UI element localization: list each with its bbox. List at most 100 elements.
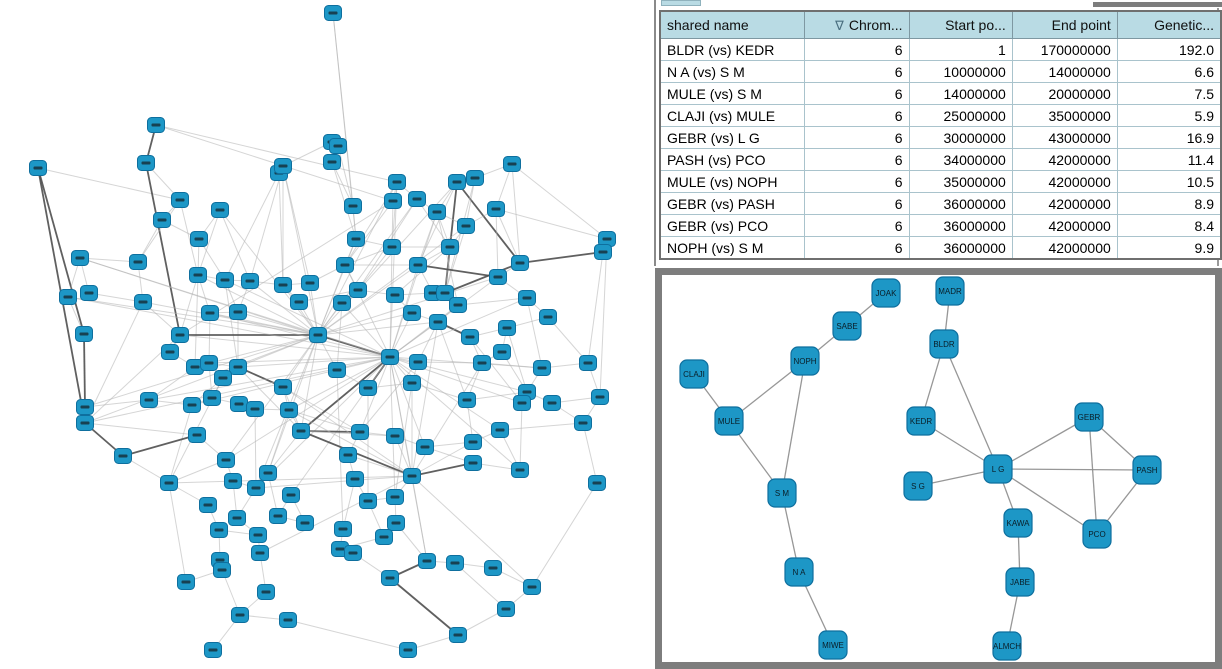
node-shape[interactable] (1082, 519, 1112, 549)
network-node[interactable] (329, 138, 347, 154)
network-node-kedr[interactable]: KEDR (906, 406, 936, 436)
network-node[interactable] (200, 355, 218, 371)
network-node[interactable] (403, 305, 421, 321)
network-node[interactable] (324, 5, 342, 21)
table-cell[interactable]: 43000000 (1011, 126, 1118, 149)
network-node[interactable] (351, 424, 369, 440)
node-shape[interactable] (1132, 455, 1162, 485)
table-cell[interactable]: 6 (803, 148, 910, 171)
node-shape[interactable] (1074, 402, 1104, 432)
network-node[interactable] (386, 428, 404, 444)
network-node[interactable] (334, 521, 352, 537)
network-node[interactable] (339, 447, 357, 463)
network-node[interactable] (290, 294, 308, 310)
network-node[interactable] (259, 465, 277, 481)
network-node-joak[interactable]: JOAK (871, 278, 901, 308)
node-shape[interactable] (714, 406, 744, 436)
table-cell[interactable]: BLDR (vs) KEDR (659, 38, 805, 61)
network-node-sm[interactable]: S M (767, 478, 797, 508)
network-node-mule[interactable]: MULE (714, 406, 744, 436)
network-node[interactable] (543, 395, 561, 411)
network-node[interactable] (416, 439, 434, 455)
network-node[interactable] (249, 527, 267, 543)
table-cell[interactable]: CLAJI (vs) MULE (659, 104, 805, 127)
table-cell[interactable]: 36000000 (908, 236, 1013, 260)
table-cell[interactable]: 25000000 (908, 104, 1013, 127)
node-shape[interactable] (1003, 508, 1033, 538)
column-header-endpoint[interactable]: End point (1011, 10, 1118, 39)
network-node-lg[interactable]: L G (983, 454, 1013, 484)
network-node[interactable] (409, 354, 427, 370)
network-node[interactable] (464, 455, 482, 471)
network-node[interactable] (533, 360, 551, 376)
network-node[interactable] (199, 497, 217, 513)
table-cell[interactable]: 11.4 (1116, 148, 1222, 171)
network-node[interactable] (76, 399, 94, 415)
node-shape[interactable] (818, 630, 848, 660)
network-node[interactable] (201, 305, 219, 321)
network-node[interactable] (349, 282, 367, 298)
table-cell[interactable]: 20000000 (1011, 82, 1118, 105)
network-node[interactable] (383, 239, 401, 255)
node-shape[interactable] (983, 454, 1013, 484)
network-node[interactable] (80, 285, 98, 301)
column-header-sharedname[interactable]: shared name (659, 10, 805, 39)
network-node[interactable] (292, 423, 310, 439)
table-cell[interactable]: 6.6 (1116, 60, 1222, 83)
network-node[interactable] (428, 204, 446, 220)
network-node[interactable] (511, 255, 529, 271)
network-node[interactable] (186, 359, 204, 375)
network-node[interactable] (188, 427, 206, 443)
network-node[interactable] (464, 434, 482, 450)
network-node[interactable] (229, 304, 247, 320)
network-node[interactable] (403, 375, 421, 391)
network-node[interactable] (213, 562, 231, 578)
table-cell[interactable]: 42000000 (1011, 192, 1118, 215)
table-row[interactable]: CLAJI (vs) MULE 6 25000000 35000000 5.9 (659, 104, 1222, 127)
table-cell[interactable]: 6 (803, 104, 910, 127)
network-node[interactable] (491, 422, 509, 438)
table-cell[interactable]: 35000000 (908, 170, 1013, 193)
network-node[interactable] (229, 359, 247, 375)
network-node[interactable] (257, 584, 275, 600)
network-node[interactable] (274, 379, 292, 395)
network-node[interactable] (418, 553, 436, 569)
network-node[interactable] (241, 273, 259, 289)
network-node-bldr[interactable]: BLDR (929, 329, 959, 359)
network-node[interactable] (75, 326, 93, 342)
network-node[interactable] (375, 529, 393, 545)
network-node[interactable] (399, 642, 417, 658)
network-node[interactable] (247, 480, 265, 496)
network-node[interactable] (189, 267, 207, 283)
filtered-network-panel[interactable]: JOAK MADR SABE BLDR NOPH CLAJI MULE KEDR GEBR L G… (655, 268, 1222, 669)
network-node[interactable] (280, 402, 298, 418)
network-node[interactable] (466, 170, 484, 186)
network-node[interactable] (251, 545, 269, 561)
network-node[interactable] (269, 508, 287, 524)
network-node-gebr[interactable]: GEBR (1074, 402, 1104, 432)
network-node-kawa[interactable]: KAWA (1003, 508, 1033, 538)
table-row[interactable]: NOPH (vs) S M 6 36000000 42000000 9.9 (659, 236, 1222, 260)
table-cell[interactable]: 6 (803, 214, 910, 237)
network-node[interactable] (591, 389, 609, 405)
table-cell[interactable]: 42000000 (1011, 236, 1118, 260)
table-cell[interactable]: 10000000 (908, 60, 1013, 83)
network-node[interactable] (333, 295, 351, 311)
node-shape[interactable] (871, 278, 901, 308)
network-node[interactable] (449, 297, 467, 313)
network-node[interactable] (513, 395, 531, 411)
network-node[interactable] (204, 642, 222, 658)
table-cell[interactable]: 14000000 (1011, 60, 1118, 83)
table-cell[interactable]: 36000000 (908, 192, 1013, 215)
network-node[interactable] (140, 392, 158, 408)
network-node[interactable] (498, 320, 516, 336)
network-node-sg[interactable]: S G (903, 471, 933, 501)
main-network-view[interactable] (0, 0, 655, 669)
table-row[interactable]: GEBR (vs) PASH 6 36000000 42000000 8.9 (659, 192, 1222, 215)
node-shape[interactable] (679, 359, 709, 389)
table-cell[interactable]: 42000000 (1011, 214, 1118, 237)
network-node-na[interactable]: N A (784, 557, 814, 587)
table-cell[interactable]: 14000000 (908, 82, 1013, 105)
network-node[interactable] (359, 380, 377, 396)
table-cell[interactable]: 1 (908, 38, 1013, 61)
